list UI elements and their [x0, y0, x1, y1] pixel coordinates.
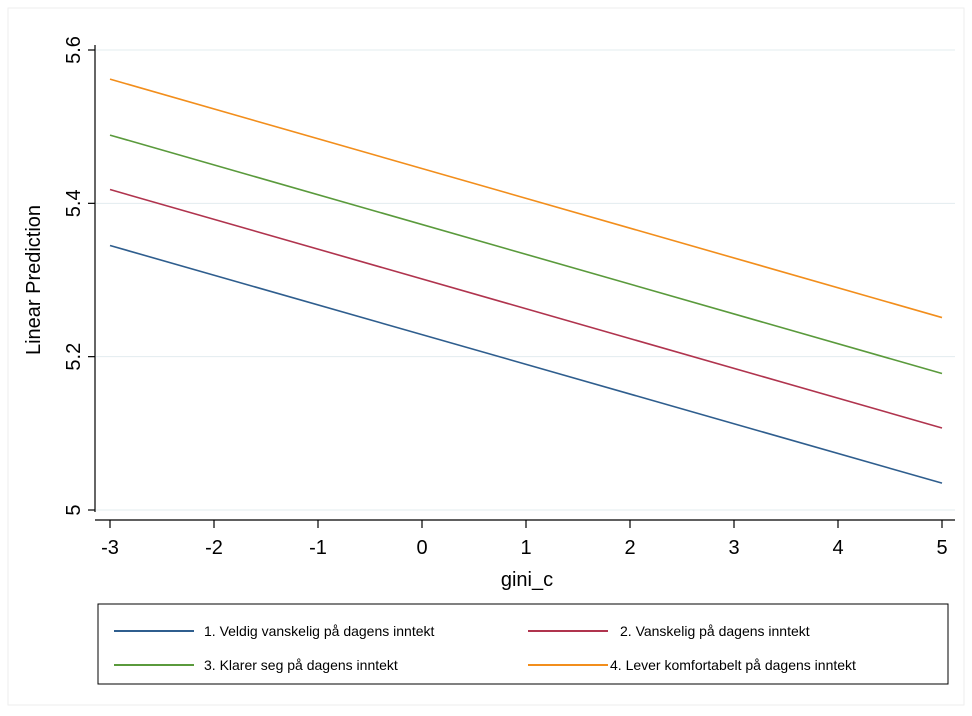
- y-axis-title: Linear Prediction: [23, 205, 45, 355]
- x-tick-label: 1: [520, 537, 531, 559]
- x-tick-label: 5: [936, 537, 947, 559]
- series-line-3: [109, 134, 943, 375]
- legend-box: [97, 603, 949, 685]
- y-tick-label: 5.2: [63, 343, 85, 371]
- ticks: 5 5.2 5.4 5.6 -3 -2 -1 0 1 2 3 4 5: [63, 36, 948, 559]
- x-tick-label: 2: [624, 537, 635, 559]
- legend-label-2: 2. Vanskelig på dagens inntekt: [620, 623, 810, 639]
- series-lines: [109, 78, 943, 484]
- x-tick-label: -2: [205, 537, 223, 559]
- axes: [94, 45, 955, 521]
- x-axis-title: gini_c: [501, 569, 553, 591]
- legend-label-3: 3. Klarer seg på dagens inntekt: [204, 657, 398, 673]
- grid: [96, 49, 955, 511]
- series-line-2: [109, 188, 943, 429]
- x-tick-label: 0: [416, 537, 427, 559]
- x-tick-label: 3: [728, 537, 739, 559]
- y-tick-label: 5.6: [63, 36, 85, 64]
- series-line-1: [109, 244, 943, 484]
- y-tick-label: 5: [63, 504, 85, 515]
- x-tick-label: -1: [309, 537, 327, 559]
- legend-label-1: 1. Veldig vanskelig på dagens inntekt: [204, 623, 434, 639]
- series-line-4: [109, 78, 943, 319]
- x-tick-label: 4: [832, 537, 843, 559]
- legend-label-4: 4. Lever komfortabelt på dagens inntekt: [610, 657, 856, 673]
- legend: 1. Veldig vanskelig på dagens inntekt 2.…: [97, 603, 949, 685]
- x-tick-label: -3: [101, 537, 119, 559]
- y-tick-label: 5.4: [63, 189, 85, 217]
